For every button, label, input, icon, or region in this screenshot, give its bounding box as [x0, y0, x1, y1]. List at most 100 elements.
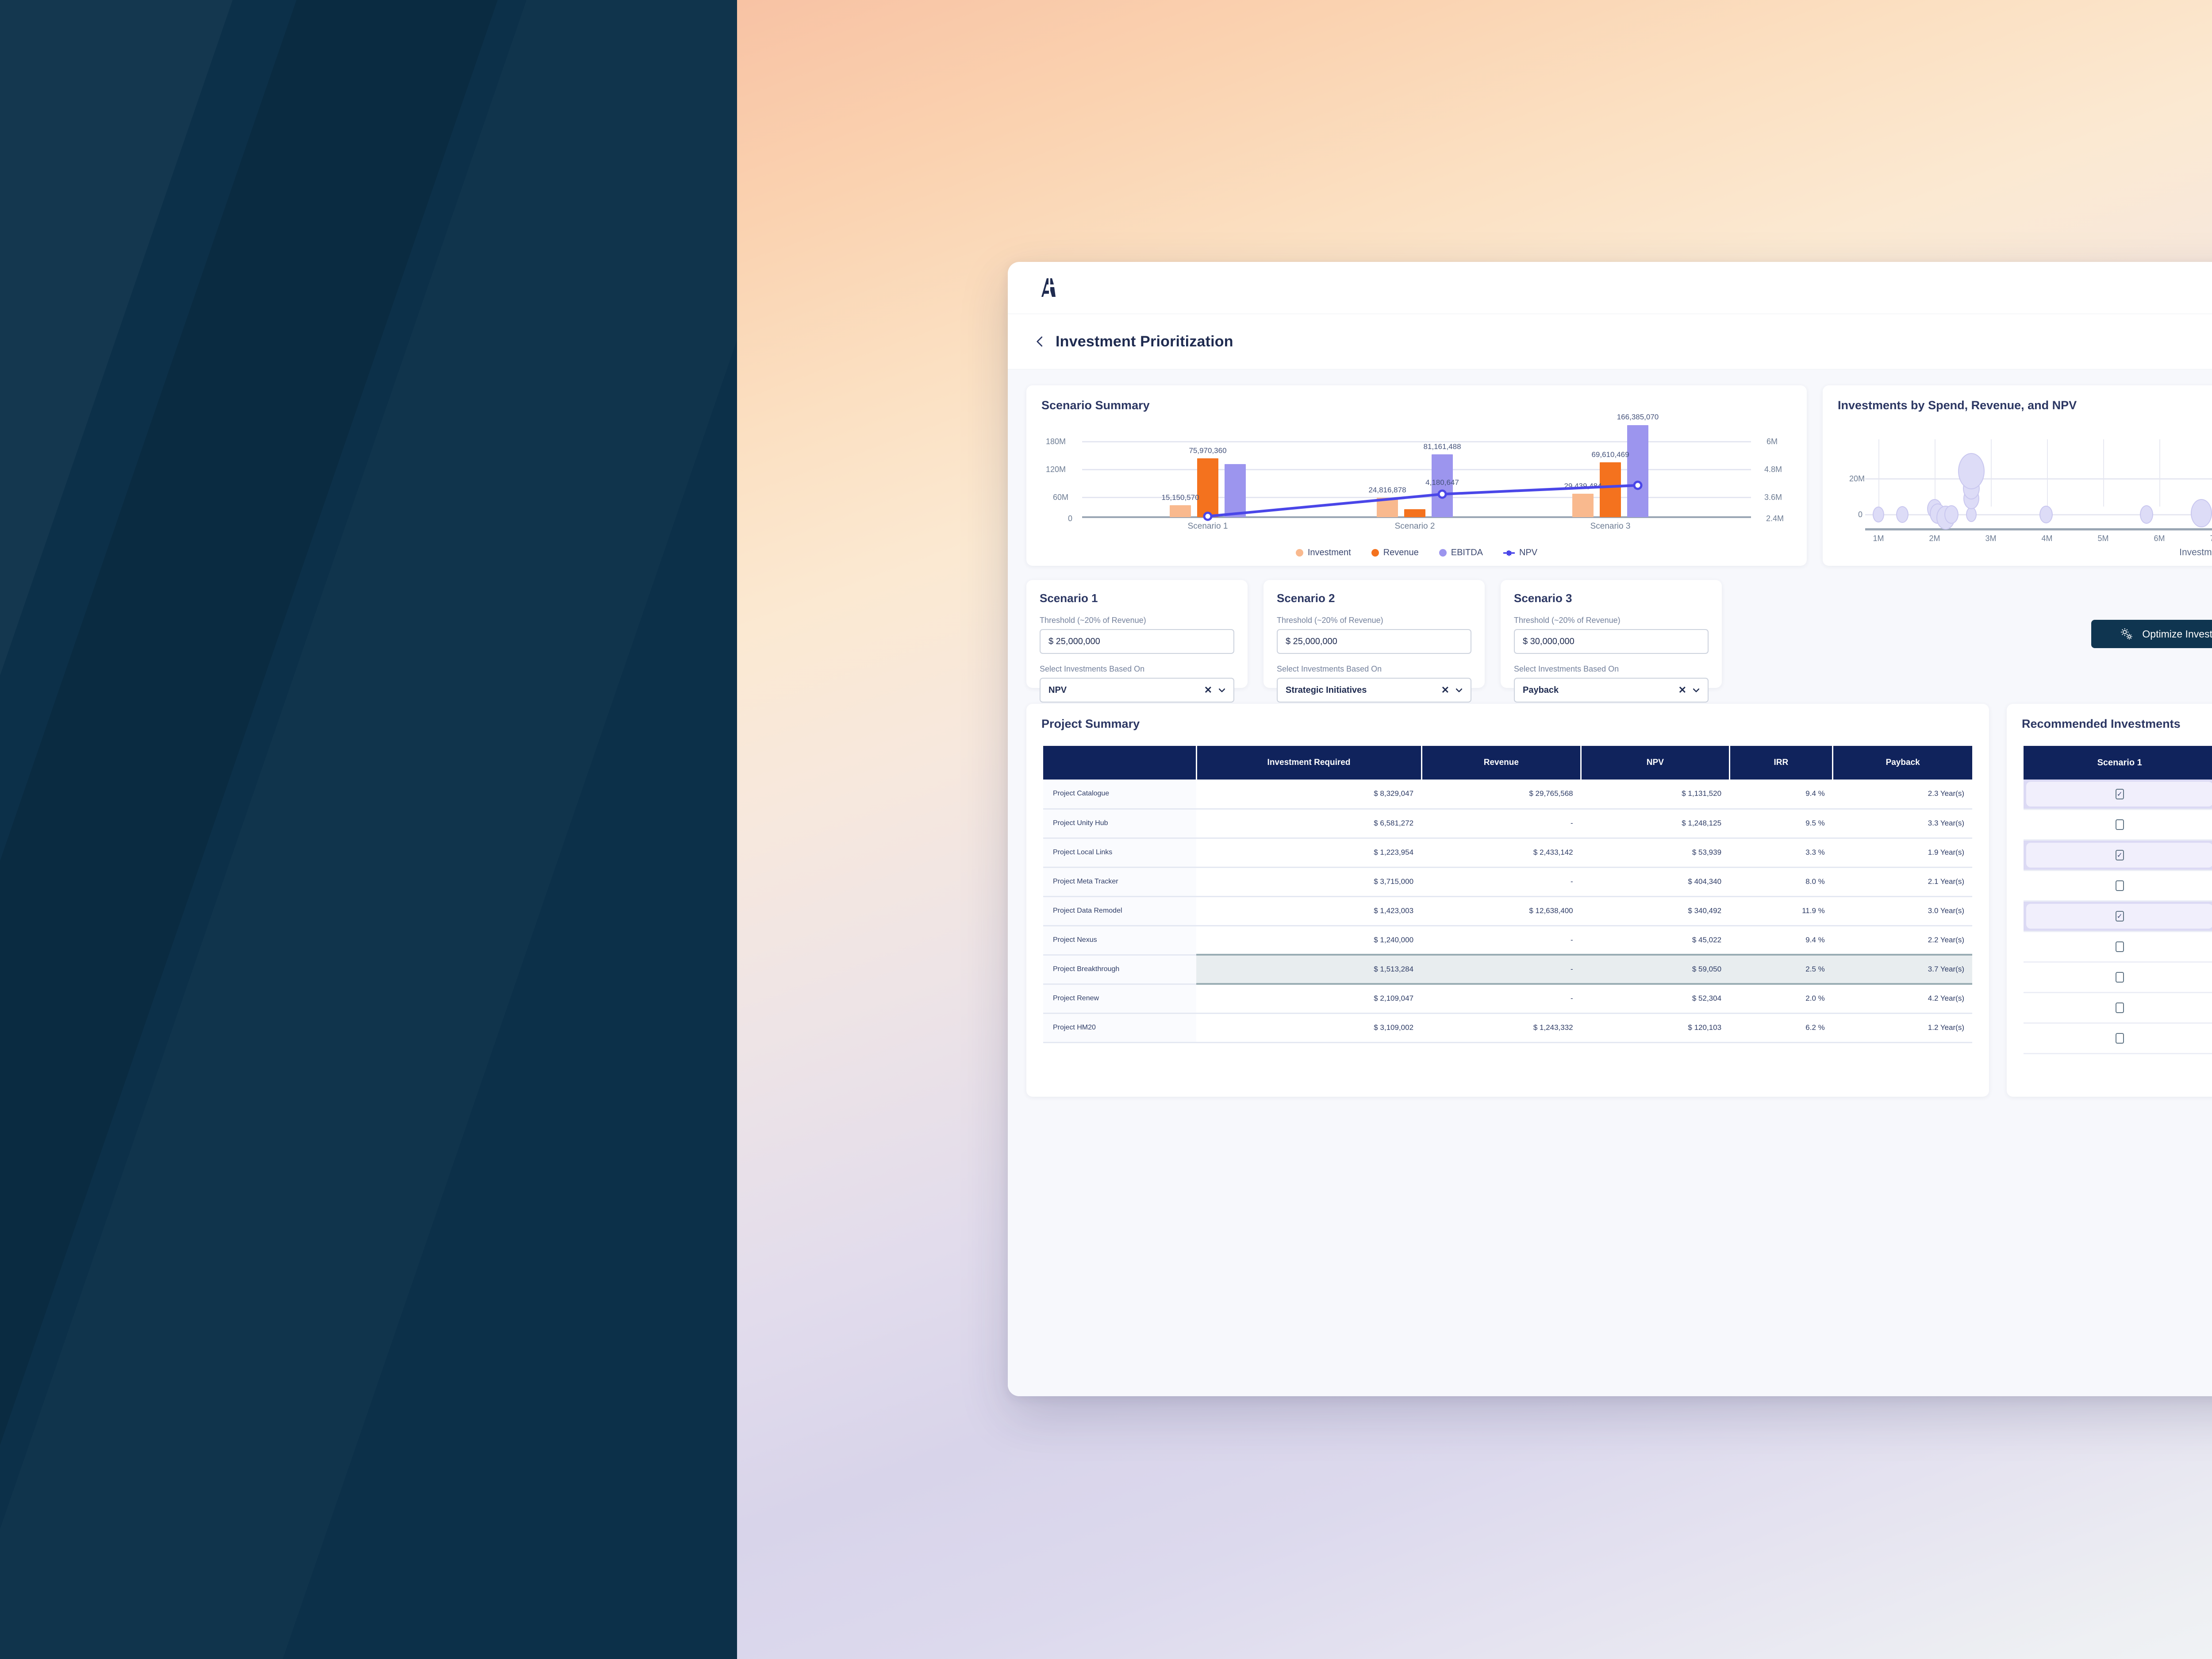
checkbox-unchecked-icon[interactable] — [2115, 819, 2124, 830]
cell-investment-required: $ 1,223,954 — [1196, 838, 1422, 868]
threshold-input[interactable]: $ 30,000,000 — [1514, 629, 1709, 654]
scenario-summary-card: Scenario Summary 180M 120M 60M 0 6M 4.8M… — [1026, 385, 1807, 566]
select-basis-label: Select Investments Based On — [1040, 664, 1145, 673]
select-basis-value: Payback — [1523, 685, 1559, 695]
table-row[interactable]: Project Breakthrough $ 1,513,284- $ 59,050… — [1043, 954, 1972, 985]
cell-project-name: Project Catalogue — [1043, 780, 1196, 810]
cell-revenue: $ 2,433,142 — [1421, 838, 1581, 868]
legend-label: EBITDA — [1451, 548, 1483, 557]
checkbox-pill — [2026, 934, 2212, 959]
axis-baseline — [1865, 528, 2212, 530]
table-row[interactable]: Project Unity Hub $ 6,581,272- $ 1,248,125… — [1043, 809, 1972, 839]
table-row[interactable]: Project Renew $ 2,109,047- $ 52,304 2.0 % 4.… — [1043, 984, 1972, 1014]
checkbox-checked-icon[interactable]: ✓ — [2115, 789, 2124, 799]
bubble-point[interactable] — [2140, 505, 2153, 524]
bubble-point[interactable] — [1966, 507, 1977, 522]
y-tick-left: 0 — [1068, 514, 1073, 523]
gridline — [2103, 439, 2104, 507]
bar-investment — [1377, 498, 1398, 517]
x-category-label: Scenario 2 — [1394, 522, 1435, 531]
bar-label: 75,970,360 — [1189, 446, 1227, 455]
checkbox-pill: ✓ — [2026, 904, 2212, 929]
cell-irr: 6.2 % — [1729, 1013, 1833, 1043]
checkbox-unchecked-icon[interactable] — [2115, 880, 2124, 891]
project-summary-title: Project Summary — [1041, 717, 1140, 730]
checkbox-pill — [2026, 965, 2212, 990]
optimize-investments-button[interactable]: Optimize Investments — [2091, 620, 2212, 648]
cell-npv: $ 404,340 — [1581, 867, 1730, 897]
bubble-chart-xaxis-title: Investment Required — [2179, 547, 2212, 557]
cell-npv: $ 52,304 — [1581, 984, 1730, 1014]
bubble-point[interactable] — [2191, 499, 2212, 527]
bar-label: 29,439,484 — [1564, 482, 1602, 490]
bar-label: 24,816,878 — [1368, 486, 1406, 494]
checkbox-unchecked-icon[interactable] — [2115, 1033, 2124, 1044]
legend-item-ebitda[interactable]: EBITDA — [1439, 548, 1483, 558]
legend-item-npv[interactable]: NPV — [1503, 548, 1537, 558]
bubble-point[interactable] — [1944, 505, 1959, 524]
checkbox-unchecked-icon[interactable] — [2115, 941, 2124, 952]
table-row — [2024, 992, 2212, 1024]
chart-legend: Investment Revenue EBITDA — [1026, 548, 1807, 558]
table-row[interactable]: Project Data Remodel $ 1,423,003 $ 12,638,… — [1043, 896, 1972, 926]
back-icon[interactable] — [1033, 335, 1047, 348]
checkbox-unchecked-icon[interactable] — [2115, 1002, 2124, 1013]
cell-project-name: Project Breakthrough — [1043, 955, 1196, 985]
clear-selection-icon[interactable]: ✕ — [1204, 684, 1212, 695]
bar-revenue — [1600, 462, 1621, 517]
optimize-button-label: Optimize Investments — [2142, 628, 2212, 640]
cell-npv: $ 340,492 — [1581, 896, 1730, 926]
select-basis-dropdown[interactable]: NPV ✕ — [1040, 678, 1234, 703]
bubble-point[interactable] — [1896, 506, 1909, 523]
table-row[interactable]: Project Meta Tracker $ 3,715,000- $ 404,34… — [1043, 867, 1972, 897]
select-basis-dropdown[interactable]: Strategic Initiatives ✕ — [1277, 678, 1471, 703]
table-row: ✓ — [2024, 809, 2212, 841]
legend-item-revenue[interactable]: Revenue — [1371, 548, 1419, 558]
chevron-down-icon[interactable] — [1217, 686, 1226, 695]
bubble-point[interactable] — [2039, 506, 2053, 523]
checkbox-checked-icon[interactable]: ✓ — [2115, 911, 2124, 922]
app-window: Investment Prioritization Reset Scenario… — [1008, 262, 2212, 1396]
cell-payback: 3.3 Year(s) — [1832, 809, 1972, 839]
legend-item-investment[interactable]: Investment — [1295, 548, 1351, 558]
table-row[interactable]: Project Local Links $ 1,223,954 $ 2,433,14… — [1043, 838, 1972, 868]
threshold-input[interactable]: $ 25,000,000 — [1277, 629, 1471, 654]
threshold-input[interactable]: $ 25,000,000 — [1040, 629, 1234, 654]
legend-label: Investment — [1307, 548, 1351, 557]
table-header-row: Scenario 1 Scenario 2 Scenario 3 — [2024, 746, 2212, 780]
table-header: Investment Required Revenue NPV IRR Payb… — [1043, 746, 1972, 780]
project-summary-card: Project Summary Investment Required Reve… — [1026, 704, 1989, 1097]
checkbox-checked-icon[interactable]: ✓ — [2115, 850, 2124, 860]
checkbox-pill — [2026, 995, 2212, 1020]
legend-swatch-icon — [1371, 549, 1379, 557]
chevron-down-icon[interactable] — [1455, 686, 1463, 695]
cell-investment-required: $ 1,423,003 — [1196, 896, 1422, 926]
y-tick-right: 3.6M — [1764, 493, 1782, 502]
chevron-down-icon[interactable] — [1692, 686, 1701, 695]
table-row: ✓✓ — [2024, 901, 2212, 932]
scenario-card-1: Scenario 1 Threshold (~20% of Revenue) $… — [1026, 580, 1248, 703]
table-row[interactable]: Project Catalogue $ 8,329,047 $ 29,765,568… — [1043, 780, 1972, 810]
cell-payback: 2.3 Year(s) — [1832, 780, 1972, 810]
select-basis-dropdown[interactable]: Payback ✕ — [1514, 678, 1709, 703]
bubble-point[interactable] — [1873, 507, 1884, 522]
gridline — [1865, 478, 2212, 480]
clear-selection-icon[interactable]: ✕ — [1441, 684, 1449, 695]
table-row[interactable]: Project HM20 $ 3,109,002 $ 1,243,332 $ 120,… — [1043, 1013, 1972, 1043]
company-logo-icon — [1041, 278, 1056, 297]
cell-irr: 9.5 % — [1729, 809, 1833, 839]
clear-selection-icon[interactable]: ✕ — [1678, 684, 1686, 695]
x-tick: 1M — [1873, 534, 1884, 543]
table-row: ✓✓ — [2024, 780, 2212, 810]
table-row[interactable]: Project Nexus $ 1,240,000- $ 45,022 9.4 % 2.… — [1043, 926, 1972, 956]
x-category-label: Scenario 3 — [1590, 522, 1631, 531]
project-summary-table-wrap: Investment Required Revenue NPV IRR Payb… — [1026, 731, 1989, 1043]
select-basis-value: Strategic Initiatives — [1286, 685, 1367, 695]
bubble-point[interactable] — [1958, 453, 1985, 489]
legend-npv-marker-icon — [1503, 549, 1515, 556]
cell-irr: 3.3 % — [1729, 838, 1833, 868]
checkbox-unchecked-icon[interactable] — [2115, 972, 2124, 983]
recommended-investments-card: Recommended Investments Scenario 1 Scena… — [2007, 704, 2212, 1097]
bar-label: 166,385,070 — [1617, 413, 1659, 421]
page-title: Investment Prioritization — [1056, 333, 1233, 350]
